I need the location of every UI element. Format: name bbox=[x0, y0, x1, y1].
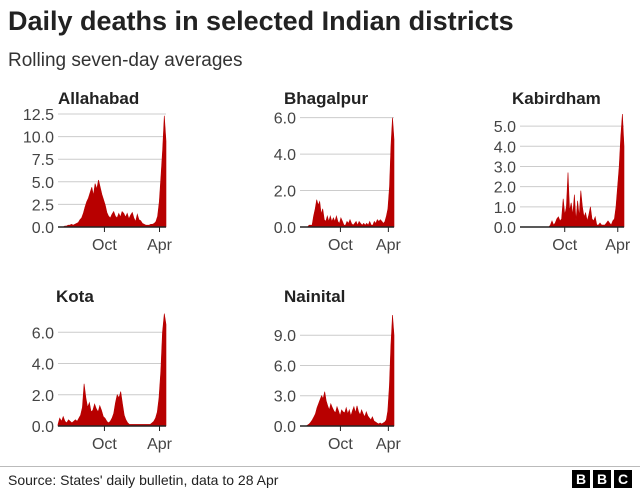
bbc-logo: B B C bbox=[572, 470, 632, 488]
chart-panel-bhagalpur: 0.0 2.0 4.0 6.0 Oct Apr Bhagalpur bbox=[274, 89, 402, 254]
y-tick-label: 6.0 bbox=[274, 111, 296, 128]
y-tick-label: 9.0 bbox=[274, 328, 296, 345]
y-tick-label: 10.0 bbox=[23, 130, 54, 147]
chart-panel-nainital: 0.0 3.0 6.0 9.0 Oct Apr Nainital bbox=[274, 287, 402, 453]
panel-title: Allahabad bbox=[58, 89, 139, 108]
y-tick-label: 0.0 bbox=[274, 220, 296, 237]
footer-divider bbox=[0, 466, 640, 467]
x-tick-label: Apr bbox=[147, 436, 173, 453]
y-tick-label: 2.0 bbox=[494, 180, 516, 197]
source-note: Source: States' daily bulletin, data to … bbox=[8, 472, 279, 488]
y-tick-label: 12.5 bbox=[23, 107, 54, 124]
chart-panel-allahabad: 0.0 2.5 5.0 7.5 10.0 12.5 Oct Apr Allahabad bbox=[23, 89, 173, 254]
x-tick-label: Oct bbox=[92, 436, 117, 453]
y-tick-label: 7.5 bbox=[32, 152, 54, 169]
x-tick-label: Apr bbox=[605, 237, 631, 254]
y-tick-label: 2.5 bbox=[32, 197, 54, 214]
y-tick-label: 3.0 bbox=[494, 159, 516, 176]
x-tick-label: Oct bbox=[328, 237, 353, 254]
y-tick-label: 3.0 bbox=[274, 389, 296, 406]
deaths-area bbox=[58, 115, 167, 228]
deaths-area bbox=[300, 117, 395, 228]
y-tick-label: 5.0 bbox=[32, 175, 54, 192]
y-tick-label: 6.0 bbox=[274, 358, 296, 375]
deaths-area bbox=[57, 313, 167, 427]
y-tick-label: 4.0 bbox=[32, 357, 54, 374]
y-tick-label: 6.0 bbox=[32, 325, 54, 342]
x-tick-label: Apr bbox=[147, 237, 173, 254]
y-tick-label: 0.0 bbox=[274, 419, 296, 436]
chart-panel-kabirdham: 0.0 1.0 2.0 3.0 4.0 5.0 Oct Apr Kabirdham bbox=[494, 89, 631, 254]
y-tick-label: 2.0 bbox=[274, 184, 296, 201]
chart-title: Daily deaths in selected Indian district… bbox=[8, 6, 514, 36]
y-tick-label: 4.0 bbox=[274, 147, 296, 164]
x-tick-label: Oct bbox=[92, 237, 117, 254]
x-tick-label: Apr bbox=[376, 436, 402, 453]
x-tick-label: Apr bbox=[376, 237, 402, 254]
chart-subtitle: Rolling seven-day averages bbox=[8, 50, 243, 71]
deaths-area bbox=[520, 113, 625, 228]
x-tick-label: Oct bbox=[328, 436, 353, 453]
bbc-logo-block: B bbox=[572, 470, 590, 488]
y-tick-label: 0.0 bbox=[32, 419, 54, 436]
panel-title: Kabirdham bbox=[512, 89, 601, 108]
y-tick-label: 0.0 bbox=[32, 220, 54, 237]
panel-title: Nainital bbox=[284, 287, 345, 306]
bbc-logo-block: B bbox=[593, 470, 611, 488]
y-tick-label: 0.0 bbox=[494, 220, 516, 237]
y-tick-label: 1.0 bbox=[494, 200, 516, 217]
panel-title: Bhagalpur bbox=[284, 89, 368, 108]
y-tick-label: 5.0 bbox=[494, 119, 516, 136]
bbc-logo-block: C bbox=[614, 470, 632, 488]
deaths-area bbox=[300, 314, 395, 427]
x-tick-label: Oct bbox=[552, 237, 577, 254]
y-tick-label: 4.0 bbox=[494, 139, 516, 156]
y-tick-label: 2.0 bbox=[32, 388, 54, 405]
panel-title: Kota bbox=[56, 287, 94, 306]
chart-panel-kota: 0.0 2.0 4.0 6.0 Oct Apr Kota bbox=[32, 287, 173, 453]
